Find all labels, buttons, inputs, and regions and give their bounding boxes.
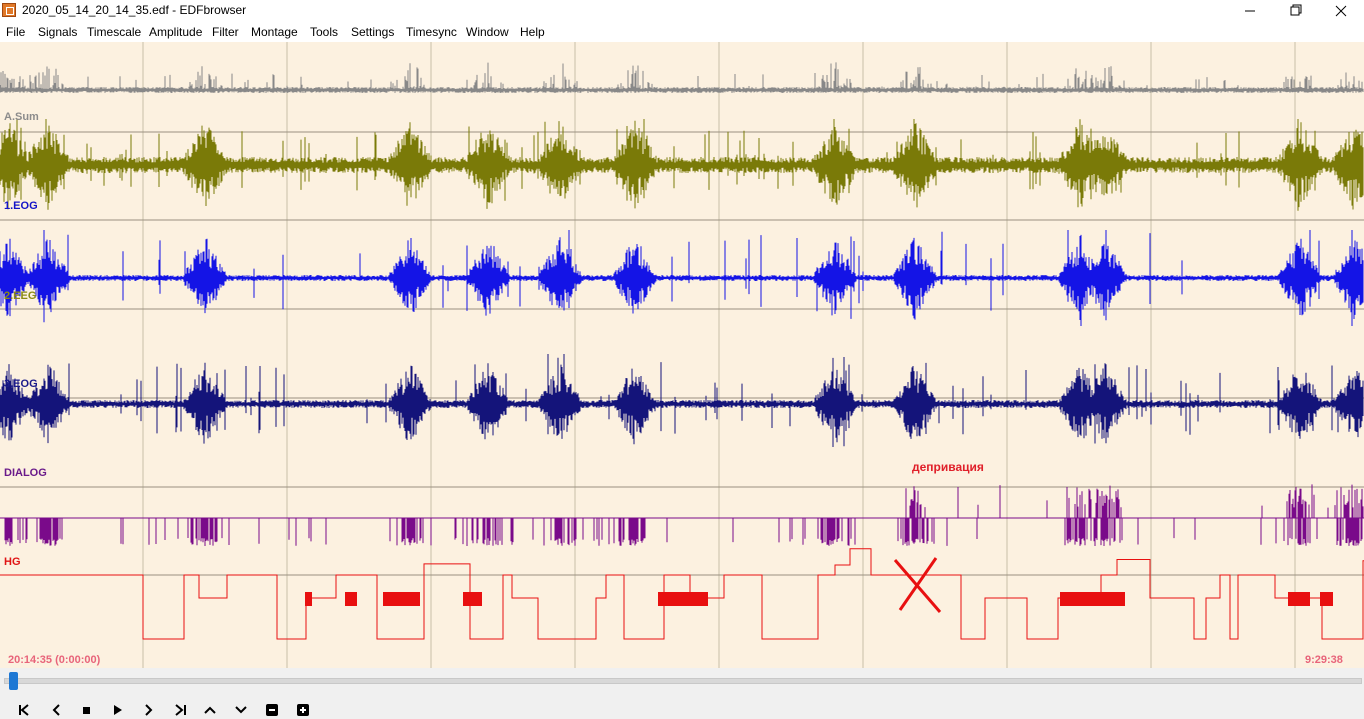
menu-settings[interactable]: Settings <box>351 25 395 39</box>
horizontal-scrollbar[interactable] <box>0 668 1364 694</box>
eog-navy-trace-path <box>0 354 1364 447</box>
a-sum-trace <box>0 62 1364 93</box>
skip-to-end-icon[interactable] <box>171 702 189 718</box>
title-bar: 2020_05_14_20_14_35.edf - EDFbrowser <box>0 0 1364 22</box>
dialog-path <box>0 484 1364 546</box>
annotation-label[interactable]: депривация <box>912 460 984 474</box>
minimize-icon[interactable] <box>1227 0 1273 22</box>
eeg-blue-trace-path <box>0 230 1364 326</box>
amplitude-up-icon[interactable] <box>202 702 220 718</box>
play-icon[interactable] <box>109 702 127 718</box>
restore-icon[interactable] <box>1273 0 1319 22</box>
channel-label-1-eog[interactable]: 1.EOG <box>4 200 38 212</box>
channel-label-dialog[interactable]: DIALOG <box>4 467 47 479</box>
window-title: 2020_05_14_20_14_35.edf - EDFbrowser <box>22 3 247 17</box>
hg-trace <box>0 548 1364 640</box>
hg-band <box>658 592 708 606</box>
time-gridlines <box>142 42 1296 668</box>
menu-window[interactable]: Window <box>466 25 509 39</box>
menu-bar: File Signals Timescale Amplitude Filter … <box>0 22 1364 42</box>
hg-band <box>1288 592 1310 606</box>
eog-navy-trace <box>0 354 1364 447</box>
end-time-label: 9:29:38 <box>1305 654 1343 666</box>
menu-timescale[interactable]: Timescale <box>87 25 142 39</box>
eog-olive-trace-path <box>0 119 1364 211</box>
cross-mark-stroke <box>898 557 938 611</box>
menu-montage[interactable]: Montage <box>251 25 298 39</box>
hg-band <box>383 592 420 606</box>
menu-timesync[interactable]: Timesync <box>406 25 457 39</box>
hg-band <box>305 592 312 606</box>
menu-file[interactable]: File <box>6 25 26 39</box>
hg-band <box>463 592 482 606</box>
hg-band <box>1060 592 1125 606</box>
hg-band <box>345 592 357 606</box>
a-sum-path <box>0 62 1364 93</box>
eog-olive-trace <box>0 119 1364 211</box>
zoom-in-icon[interactable] <box>295 702 313 718</box>
channel-label-hg[interactable]: HG <box>4 556 21 568</box>
eeg-blue-trace <box>0 230 1364 326</box>
annotation-cross-mark <box>893 557 942 613</box>
signal-display[interactable]: A.Sum 1.EOG 2.EEG 3.EOG DIALOG HG деприв… <box>0 42 1364 668</box>
hg-path <box>0 548 1364 640</box>
scrollbar-thumb[interactable] <box>9 672 18 690</box>
menu-tools[interactable]: Tools <box>310 25 339 39</box>
signal-traces <box>0 42 1364 668</box>
hg-band <box>1320 592 1333 606</box>
step-back-icon[interactable] <box>47 702 65 718</box>
scrollbar-track[interactable] <box>4 678 1362 684</box>
channel-label-2-eeg[interactable]: 2.EEG <box>4 290 37 302</box>
amplitude-down-icon[interactable] <box>233 702 251 718</box>
channel-baselines <box>0 131 1364 576</box>
skip-to-start-icon[interactable] <box>16 702 34 718</box>
zoom-out-icon[interactable] <box>264 702 282 718</box>
menu-amplitude[interactable]: Amplitude <box>149 25 203 39</box>
signal-waveforms <box>0 62 1364 546</box>
navigation-toolbar <box>0 694 1364 719</box>
menu-filter[interactable]: Filter <box>212 25 239 39</box>
dialog-trace <box>0 484 1364 546</box>
step-forward-icon[interactable] <box>140 702 158 718</box>
menu-help[interactable]: Help <box>520 25 545 39</box>
menu-signals[interactable]: Signals <box>38 25 78 39</box>
close-icon[interactable] <box>1318 0 1364 22</box>
edfbrowser-app-icon <box>2 3 16 17</box>
channel-label-a-sum[interactable]: A.Sum <box>4 111 39 123</box>
start-time-label: 20:14:35 (0:00:00) <box>8 654 101 666</box>
stop-icon[interactable] <box>78 702 96 718</box>
channel-label-3-eog[interactable]: 3.EOG <box>4 378 38 390</box>
